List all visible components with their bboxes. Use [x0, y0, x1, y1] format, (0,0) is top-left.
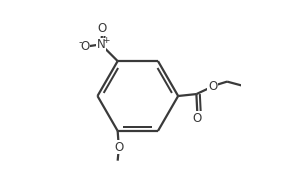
Text: -: -: [79, 37, 83, 47]
Text: O: O: [114, 141, 123, 154]
Text: +: +: [102, 36, 109, 45]
Text: O: O: [98, 22, 107, 35]
Text: N: N: [97, 38, 106, 51]
Text: O: O: [80, 40, 90, 53]
Text: O: O: [208, 80, 217, 93]
Text: O: O: [193, 112, 202, 125]
